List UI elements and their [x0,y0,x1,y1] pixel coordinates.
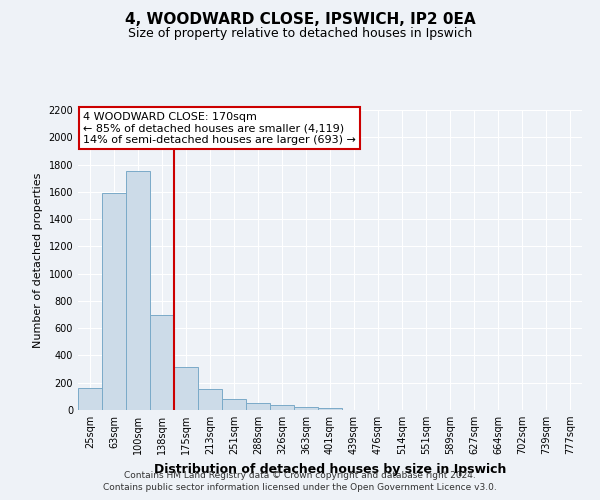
Text: Contains HM Land Registry data © Crown copyright and database right 2024.: Contains HM Land Registry data © Crown c… [124,471,476,480]
Bar [150,314,174,410]
Text: Size of property relative to detached houses in Ipswich: Size of property relative to detached ho… [128,28,472,40]
X-axis label: Distribution of detached houses by size in Ipswich: Distribution of detached houses by size … [154,462,506,475]
Bar [294,408,318,410]
Text: Contains public sector information licensed under the Open Government Licence v3: Contains public sector information licen… [103,484,497,492]
Text: 4 WOODWARD CLOSE: 170sqm
← 85% of detached houses are smaller (4,119)
14% of sem: 4 WOODWARD CLOSE: 170sqm ← 85% of detach… [83,112,356,144]
Bar [198,389,222,410]
Bar [126,172,150,410]
Text: 4, WOODWARD CLOSE, IPSWICH, IP2 0EA: 4, WOODWARD CLOSE, IPSWICH, IP2 0EA [125,12,475,28]
Bar [222,399,246,410]
Bar [78,388,102,410]
Y-axis label: Number of detached properties: Number of detached properties [33,172,43,348]
Bar [318,408,342,410]
Bar [246,403,270,410]
Bar [102,193,126,410]
Bar [174,367,198,410]
Bar [270,405,294,410]
